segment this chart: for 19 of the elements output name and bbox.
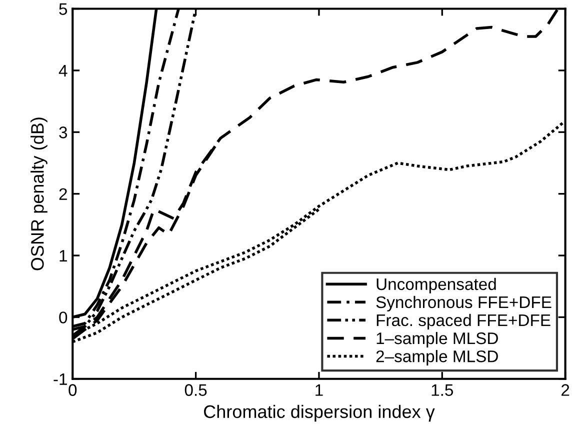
x-tick-label: 0.5 — [184, 384, 207, 396]
x-tick-label: 0 — [68, 384, 77, 396]
y-tick-label: 4 — [58, 65, 68, 76]
y-tick-label: 0 — [59, 312, 68, 324]
y-tick-label: 1 — [60, 250, 67, 262]
x-tick-label: 1.5 — [432, 384, 454, 396]
y-tick-label: 2 — [59, 188, 67, 200]
legend-label: Frac. spaced FFE+DFE — [376, 314, 550, 330]
legend-label: Synchronous FFE+DFE — [376, 296, 552, 312]
x-tick-label: 2 — [562, 384, 570, 396]
x-axis-title: Chromatic dispersion index γ — [204, 404, 435, 422]
y-tick-label: -1 — [54, 373, 67, 385]
y-tick-label: 3 — [59, 126, 68, 138]
y-tick-label: 5 — [59, 3, 68, 15]
legend-label: Uncompensated — [376, 278, 496, 294]
x-tick-label: 1 — [316, 384, 323, 396]
y-axis-title: OSNR penalty (dB) — [30, 118, 48, 270]
legend-label: 2–sample MLSD — [376, 350, 498, 366]
legend-label: 1–sample MLSD — [376, 332, 498, 348]
